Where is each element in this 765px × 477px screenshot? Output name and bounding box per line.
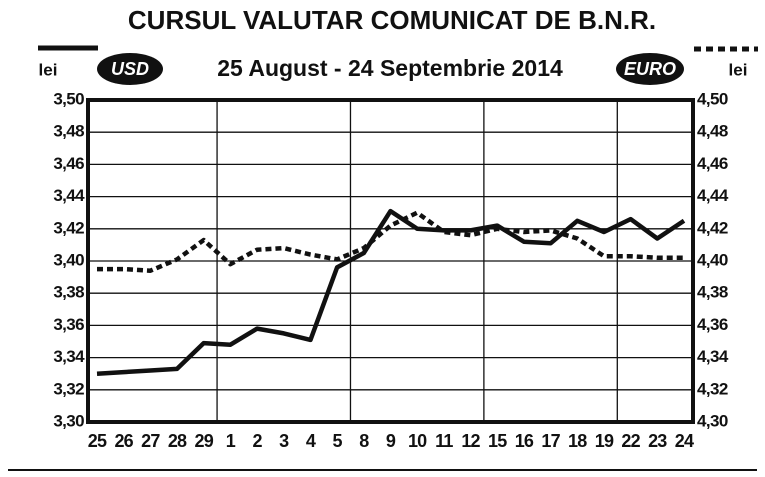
x-tick-label: 22 xyxy=(621,431,640,451)
x-tick-label: 24 xyxy=(675,431,694,451)
x-tick-label: 9 xyxy=(386,431,396,451)
y2-axis-label: lei xyxy=(729,60,748,79)
chart-subtitle: 25 August - 24 Septembrie 2014 xyxy=(217,55,563,81)
x-tick-label: 5 xyxy=(333,431,343,451)
legend-badge-usd xyxy=(97,53,163,85)
x-tick-label: 2 xyxy=(252,431,262,451)
y2-tick-label: 4,46 xyxy=(697,154,728,173)
y-tick-label: 3,50 xyxy=(53,89,84,108)
legend-label: USD xyxy=(111,59,149,79)
chart-title: CURSUL VALUTAR COMUNICAT DE B.N.R. xyxy=(128,5,656,35)
x-tick-label: 16 xyxy=(515,431,534,451)
x-tick-label: 29 xyxy=(195,431,214,451)
y-tick-label: 3,32 xyxy=(53,379,84,398)
x-tick-label: 26 xyxy=(114,431,133,451)
y2-tick-label: 4,30 xyxy=(697,411,728,430)
x-tick-label: 1 xyxy=(226,431,236,451)
y2-tick-label: 4,44 xyxy=(697,186,729,205)
y2-tick-label: 4,32 xyxy=(697,379,728,398)
x-tick-label: 25 xyxy=(88,431,107,451)
y2-tick-label: 4,40 xyxy=(697,250,728,269)
legend-label: EURO xyxy=(624,59,676,79)
y-tick-label: 3,38 xyxy=(53,283,84,302)
y-tick-label: 3,36 xyxy=(53,315,84,334)
legend-badge-euro xyxy=(616,53,684,85)
x-tick-label: 28 xyxy=(168,431,187,451)
plot-frame xyxy=(86,98,695,424)
y-tick-label: 3,40 xyxy=(53,250,84,269)
y-tick-label: 3,34 xyxy=(53,347,85,366)
y-tick-label: 3,42 xyxy=(53,218,84,237)
x-tick-label: 8 xyxy=(359,431,369,451)
y2-tick-label: 4,36 xyxy=(697,315,728,334)
x-tick-label: 12 xyxy=(461,431,480,451)
y2-tick-label: 4,48 xyxy=(697,122,728,141)
y2-tick-label: 4,50 xyxy=(697,89,728,108)
x-tick-label: 4 xyxy=(306,431,316,451)
y-tick-label: 3,30 xyxy=(53,411,84,430)
y2-tick-label: 4,42 xyxy=(697,218,728,237)
x-tick-label: 18 xyxy=(568,431,587,451)
x-tick-label: 3 xyxy=(279,431,289,451)
x-tick-label: 23 xyxy=(648,431,667,451)
line-euro xyxy=(97,210,684,273)
y-tick-label: 3,44 xyxy=(53,186,85,205)
x-tick-label: 11 xyxy=(435,431,453,451)
y2-tick-label: 4,34 xyxy=(697,347,729,366)
x-tick-label: 15 xyxy=(488,431,507,451)
x-tick-label: 17 xyxy=(541,431,560,451)
y-tick-label: 3,48 xyxy=(53,122,84,141)
y-axis-label: lei xyxy=(39,60,58,79)
x-tick-label: 27 xyxy=(141,431,160,451)
line-usd xyxy=(96,208,686,376)
x-tick-label: 19 xyxy=(595,431,614,451)
y-tick-label: 3,46 xyxy=(53,154,84,173)
y2-tick-label: 4,38 xyxy=(697,283,728,302)
x-tick-label: 10 xyxy=(408,431,427,451)
